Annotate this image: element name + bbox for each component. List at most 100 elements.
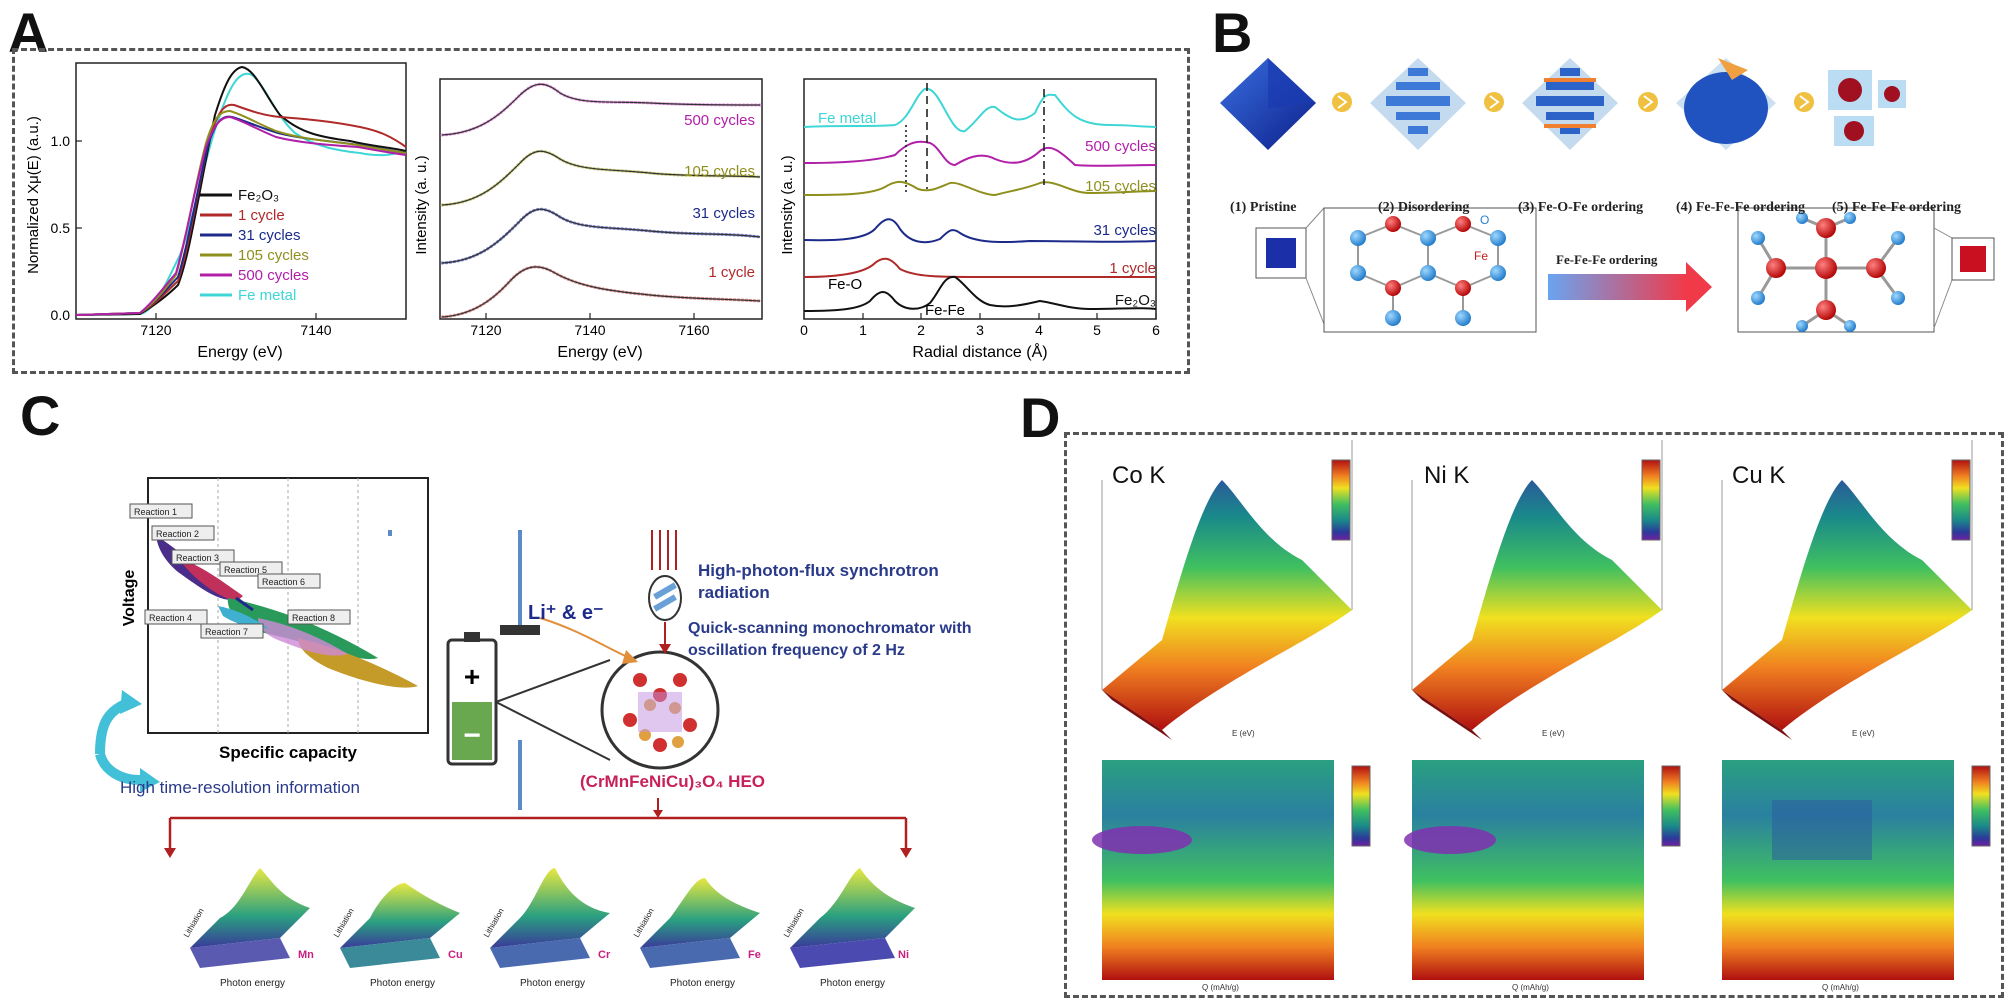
reaction-1-tag: Reaction 1: [134, 507, 177, 517]
step-3-label: (3) Fe-O-Fe ordering: [1518, 200, 1644, 215]
exafs-xtick-5: 5: [1093, 322, 1101, 338]
reaction-7-tag: Reaction 7: [205, 627, 248, 637]
xanes-curve-105-cycles: [75, 109, 407, 316]
ordering-arrow-head: [1686, 262, 1712, 312]
blue-cube-box: [1255, 227, 1307, 279]
fits-label-1: 105 cycles: [684, 163, 755, 180]
surface-bracket: [164, 798, 912, 858]
monochromator-icon: [648, 575, 682, 621]
photon-energy-5: Photon energy: [820, 978, 885, 989]
cu-legend: [1951, 459, 1971, 541]
exafs-xlabel: Radial distance (Å): [912, 342, 1047, 361]
surface-cr: [490, 868, 610, 968]
vc-xlabel: Specific capacity: [219, 743, 358, 762]
exafs-fefe-label: Fe-Fe: [925, 302, 965, 319]
radiation-label: High-photon-flux synchrotron radiation: [698, 561, 939, 602]
fe-o-fe-octahedron: [1522, 58, 1618, 150]
battery-minus: −: [463, 719, 481, 752]
fits-xlabel: Energy (eV): [557, 344, 642, 361]
ni-legend: [1641, 459, 1661, 541]
xanes-xtick-0: 7120: [140, 322, 171, 338]
exafs-label-3: 31 cycles: [1093, 222, 1156, 239]
xanes-xtick-1: 7140: [300, 322, 331, 338]
co-surface-xlabel: E (eV): [1232, 729, 1255, 738]
co-legend: [1331, 459, 1351, 541]
xanes-curve-500-cycles: [75, 115, 407, 316]
lithiation-1: Lithiation: [182, 907, 206, 939]
monochromator-label: Quick-scanning monochromator with oscill…: [688, 620, 972, 659]
fits-label-3: 1 cycle: [708, 264, 755, 281]
exafs-xtick-2: 2: [917, 322, 925, 338]
xanes-ytick-2: 1.0: [51, 133, 71, 149]
ni-k-title: Ni K: [1424, 462, 1470, 489]
panel-d-frame: [1064, 432, 2004, 998]
arrow-step-2: [1484, 92, 1504, 112]
exafs-xtick-1: 1: [859, 322, 867, 338]
exafs-label-4: 1 cycle: [1109, 260, 1156, 277]
step-2-label: (2) Disordering: [1378, 200, 1470, 215]
xanes-plot: 7120 7140 0.0 0.5 1.0 Energy (eV) Normal…: [25, 62, 407, 361]
co-k-map: [1102, 760, 1334, 980]
disordering-octahedron: [1370, 58, 1466, 150]
xanes-curve-1-cycle: [75, 103, 407, 316]
co-k-title: Co K: [1112, 462, 1166, 489]
fits-ylabel: Intensity (a. u.): [413, 155, 430, 254]
photon-energy-1: Photon energy: [220, 978, 285, 989]
lithiation-2: Lithiation: [332, 907, 356, 939]
exafs-xtick-6: 6: [1152, 322, 1160, 338]
xanes-legend-2: 31 cycles: [238, 227, 301, 244]
ni-surface-xlabel: E (eV): [1542, 729, 1565, 738]
panel-c-letter: C: [20, 384, 61, 447]
surface-row: Mn Cu Cr Fe Ni Photon energy Photon ener…: [182, 868, 915, 989]
red-cube: [1960, 246, 1986, 272]
atom-fe-label: Fe: [1474, 249, 1488, 263]
time-resolution-label: High time-resolution information: [120, 778, 360, 797]
panel-b-letter: B: [1212, 1, 1253, 64]
fits-plot: 7120 7140 7160 Energy (eV) Intensity (a.…: [413, 78, 763, 361]
element-fe: Fe: [748, 949, 761, 961]
xanes-legend-5: Fe metal: [238, 287, 296, 304]
atom-o-label: O: [1480, 213, 1489, 227]
xanes-axes-frame: [75, 62, 407, 320]
setup-schematic: [95, 530, 540, 810]
exafs-ylabel: Intensity (a. u.): [780, 155, 796, 254]
xanes-legend-0: Fe₂O₃: [238, 187, 279, 204]
exafs-curve-105: [803, 181, 1157, 197]
co-map-legend: [1351, 765, 1371, 847]
cu-surface-xlabel: E (eV): [1852, 729, 1875, 738]
photon-energy-2: Photon energy: [370, 978, 435, 989]
lithiation-3: Lithiation: [482, 907, 506, 939]
exafs-curve-fe-metal: [803, 87, 1157, 133]
battery-and-particle: + −: [446, 530, 720, 770]
ordering-arrow-label: Fe-Fe-Fe ordering: [1556, 252, 1658, 267]
arrow-step-4: [1794, 92, 1814, 112]
fits-xtick-0: 7120: [470, 322, 501, 338]
element-cr: Cr: [598, 949, 611, 961]
ni-k-map: [1412, 760, 1644, 980]
xanes-legend-3: 105 cycles: [238, 247, 309, 264]
ordering-arrow-body: [1548, 274, 1686, 300]
lithiation-5: Lithiation: [782, 907, 806, 939]
element-ni: Ni: [898, 949, 909, 961]
fits-axes-frame: [439, 78, 763, 320]
xanes-ylabel: Normalized Xμ(E) (a.u.): [25, 116, 42, 274]
reaction-8-tag: Reaction 8: [292, 613, 335, 623]
reaction-2-tag: Reaction 2: [156, 529, 199, 539]
exafs-label-0: Fe metal: [818, 110, 876, 127]
surface-cu: [340, 883, 460, 968]
li-e-label: Li⁺ & e⁻: [528, 602, 604, 624]
exafs-feo-label: Fe-O: [828, 276, 862, 293]
fits-xtick-2: 7160: [678, 322, 709, 338]
surface-fe: [640, 878, 760, 968]
cu-k-map: [1722, 760, 1954, 980]
exafs-xtick-4: 4: [1035, 322, 1043, 338]
exafs-label-1: 500 cycles: [1085, 138, 1156, 155]
reaction-3-tag: Reaction 3: [176, 553, 219, 563]
reaction-6-tag: Reaction 6: [262, 577, 305, 587]
exafs-label-5: Fe₂O₃: [1115, 292, 1156, 309]
ni-map-xlabel: Q (mAh/g): [1512, 983, 1549, 992]
step-1-label: (1) Pristine: [1230, 200, 1297, 215]
exafs-curve-1: [803, 257, 1156, 279]
co-map-xlabel: Q (mAh/g): [1202, 983, 1239, 992]
surface-mn: [190, 868, 310, 968]
